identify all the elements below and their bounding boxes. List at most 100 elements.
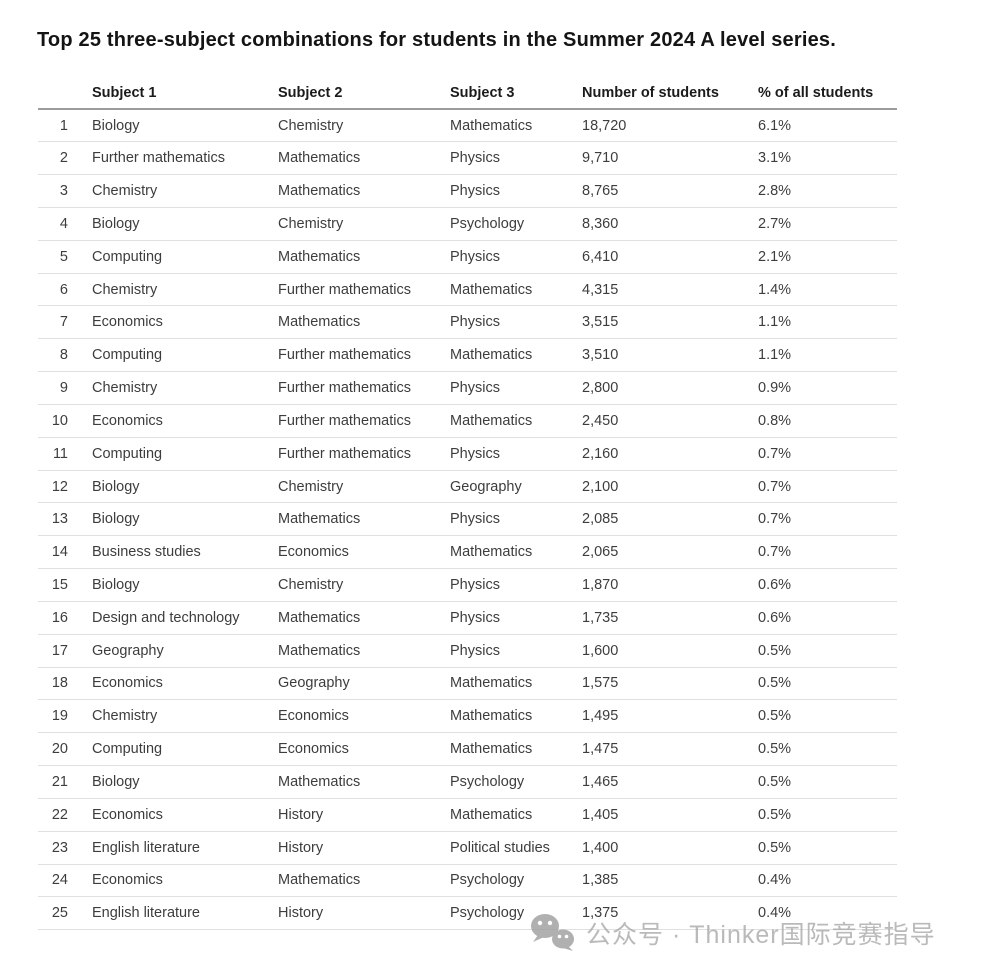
subject3-cell: Psychology — [450, 765, 582, 799]
subject1-cell: Business studies — [68, 535, 278, 570]
rank-cell: 5 — [38, 240, 68, 274]
percent-cell: 2.7% — [758, 207, 897, 241]
subject2-cell: Geography — [278, 667, 450, 701]
students-cell: 1,600 — [582, 634, 758, 668]
table-row: 22 Economics History Mathematics 1,405 0.5% — [38, 798, 897, 832]
percent-cell: 0.7% — [758, 502, 897, 537]
subject2-cell: Mathematics — [278, 765, 450, 799]
rank-cell: 2 — [38, 141, 68, 176]
percent-cell: 2.1% — [758, 240, 897, 274]
table-row: 25 English literature History Psychology 1,3… — [38, 896, 897, 931]
students-cell: 6,410 — [582, 240, 758, 274]
percent-cell: 0.5% — [758, 699, 897, 734]
table-header: Subject 1 Subject 2 Subject 3 Number of … — [38, 77, 897, 110]
rank-cell: 13 — [38, 502, 68, 537]
table-row: 12 Biology Chemistry Geography 2,100 0.7% — [38, 470, 897, 504]
rank-cell: 3 — [38, 174, 68, 208]
students-cell: 1,465 — [582, 765, 758, 799]
subject1-cell: Economics — [68, 864, 278, 898]
rank-cell: 8 — [38, 338, 68, 373]
percent-cell: 0.4% — [758, 864, 897, 898]
students-cell: 2,160 — [582, 437, 758, 471]
table-row: 20 Computing Economics Mathematics 1,475 0.5% — [38, 732, 897, 767]
subject1-cell: Biology — [68, 109, 278, 143]
subject1-cell: Chemistry — [68, 273, 278, 307]
column-header-percent: % of all students — [758, 77, 897, 110]
students-cell: 1,400 — [582, 831, 758, 865]
students-cell: 1,735 — [582, 601, 758, 635]
subject1-cell: Biology — [68, 502, 278, 537]
subject3-cell: Physics — [450, 305, 582, 340]
subject1-cell: Biology — [68, 207, 278, 241]
subject1-cell: Economics — [68, 667, 278, 701]
subject3-cell: Mathematics — [450, 404, 582, 438]
students-cell: 2,100 — [582, 470, 758, 504]
students-cell: 1,385 — [582, 864, 758, 898]
table-row: 15 Biology Chemistry Physics 1,870 0.6% — [38, 568, 897, 602]
subject3-cell: Physics — [450, 141, 582, 176]
percent-cell: 0.9% — [758, 371, 897, 405]
subject1-cell: Economics — [68, 404, 278, 438]
table-row: 24 Economics Mathematics Psychology 1,385 0.4… — [38, 864, 897, 898]
rank-cell: 12 — [38, 470, 68, 504]
subject2-cell: Mathematics — [278, 864, 450, 898]
percent-cell: 0.5% — [758, 831, 897, 865]
subject1-cell: English literature — [68, 896, 278, 931]
subject3-cell: Mathematics — [450, 338, 582, 373]
subject3-cell: Physics — [450, 240, 582, 274]
column-header-subject2: Subject 2 — [278, 77, 450, 110]
table-row: 3 Chemistry Mathematics Physics 8,765 2.8% — [38, 174, 897, 208]
table-row: 7 Economics Mathematics Physics 3,515 1.1% — [38, 305, 897, 340]
rank-cell: 15 — [38, 568, 68, 602]
percent-cell: 1.1% — [758, 338, 897, 373]
subject1-cell: Economics — [68, 305, 278, 340]
combinations-table: Subject 1 Subject 2 Subject 3 Number of … — [38, 77, 897, 931]
subject2-cell: Chemistry — [278, 470, 450, 504]
subject2-cell: Further mathematics — [278, 437, 450, 471]
subject1-cell: Economics — [68, 798, 278, 832]
subject1-cell: English literature — [68, 831, 278, 865]
percent-cell: 0.7% — [758, 437, 897, 471]
percent-cell: 0.4% — [758, 896, 897, 931]
students-cell: 2,450 — [582, 404, 758, 438]
rank-cell: 6 — [38, 273, 68, 307]
subject2-cell: Mathematics — [278, 240, 450, 274]
subject2-cell: History — [278, 896, 450, 931]
table-row: 19 Chemistry Economics Mathematics 1,495 0.5% — [38, 699, 897, 734]
students-cell: 2,800 — [582, 371, 758, 405]
students-cell: 1,870 — [582, 568, 758, 602]
students-cell: 1,475 — [582, 732, 758, 767]
subject3-cell: Mathematics — [450, 699, 582, 734]
percent-cell: 0.5% — [758, 634, 897, 668]
subject2-cell: History — [278, 831, 450, 865]
subject2-cell: Further mathematics — [278, 371, 450, 405]
rank-cell: 17 — [38, 634, 68, 668]
subject3-cell: Psychology — [450, 207, 582, 241]
students-cell: 1,405 — [582, 798, 758, 832]
table-row: 13 Biology Mathematics Physics 2,085 0.7% — [38, 502, 897, 537]
table-row: 8 Computing Further mathematics Mathematics… — [38, 338, 897, 373]
subject3-cell: Psychology — [450, 896, 582, 931]
percent-cell: 0.5% — [758, 765, 897, 799]
subject2-cell: Further mathematics — [278, 273, 450, 307]
rank-cell: 10 — [38, 404, 68, 438]
percent-cell: 1.4% — [758, 273, 897, 307]
rank-cell: 11 — [38, 437, 68, 471]
rank-cell: 14 — [38, 535, 68, 570]
rank-cell: 24 — [38, 864, 68, 898]
table-row: 10 Economics Further mathematics Mathematic… — [38, 404, 897, 438]
percent-cell: 0.6% — [758, 601, 897, 635]
subject1-cell: Geography — [68, 634, 278, 668]
table-row: 11 Computing Further mathematics Physics 2,1… — [38, 437, 897, 471]
table-row: 17 Geography Mathematics Physics 1,600 0.5% — [38, 634, 897, 668]
subject3-cell: Physics — [450, 371, 582, 405]
rank-cell: 25 — [38, 896, 68, 931]
subject1-cell: Further mathematics — [68, 141, 278, 176]
students-cell: 1,575 — [582, 667, 758, 701]
rank-cell: 18 — [38, 667, 68, 701]
subject2-cell: Economics — [278, 535, 450, 570]
table-row: 1 Biology Chemistry Mathematics 18,720 6.1% — [38, 109, 897, 143]
column-header-subject3: Subject 3 — [450, 77, 582, 110]
students-cell: 1,375 — [582, 896, 758, 931]
